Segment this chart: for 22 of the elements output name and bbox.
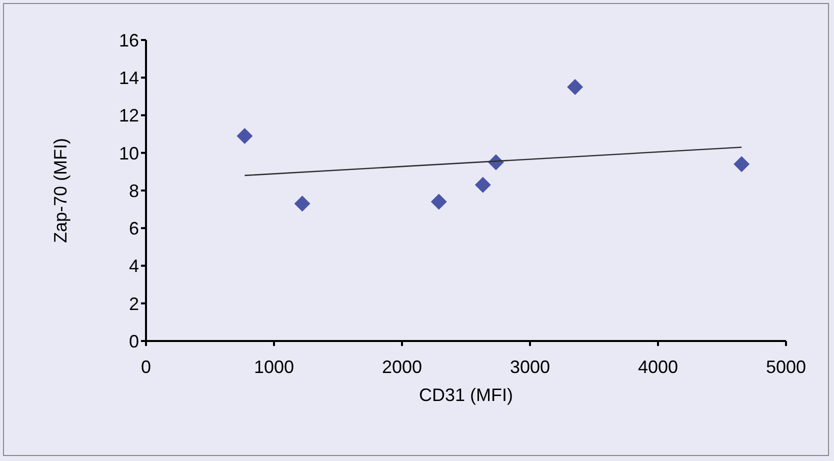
y-tick-label: 12 (118, 106, 139, 126)
y-axis-title: Zap-70 (MFI) (50, 138, 70, 244)
point (734, 156, 750, 172)
point (567, 79, 584, 96)
y-tick-label: 8 (128, 180, 139, 201)
y-tick-label: 6 (128, 218, 139, 239)
y-tick-label: 10 (118, 143, 139, 164)
x-tick-label: 3000 (510, 356, 550, 377)
y-tick-label: 16 (118, 30, 139, 50)
y-tick-label: 0 (128, 331, 139, 352)
y-tick-label: 2 (128, 294, 139, 314)
y-tick-label: 14 (118, 68, 139, 88)
point (294, 196, 310, 212)
x-tick-label: 5000 (766, 356, 806, 377)
point (474, 176, 491, 193)
point (236, 128, 253, 144)
point (430, 194, 447, 210)
x-tick-label: 1000 (254, 356, 294, 377)
x-tick-label: 2000 (382, 356, 422, 377)
x-axis-title: CD31 (MFI) (419, 385, 513, 405)
y-tick-label: 4 (128, 256, 139, 276)
x-tick-label: 4000 (638, 356, 678, 377)
